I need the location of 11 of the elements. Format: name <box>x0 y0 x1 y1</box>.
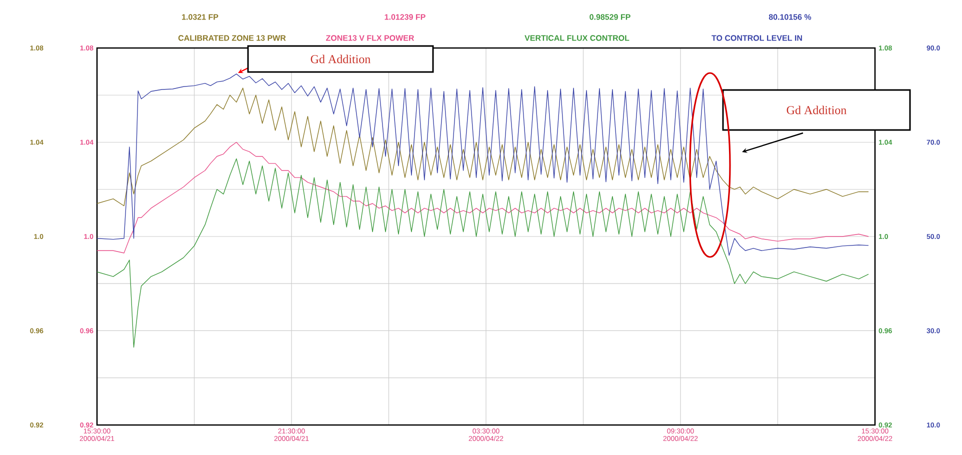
text: TO CONTROL LEVEL IN <box>712 35 802 41</box>
text: 1.01239 FP <box>384 14 426 20</box>
line-series <box>97 74 869 256</box>
annotation: Gd Addition <box>786 106 846 114</box>
text: 80.10156 % <box>768 14 812 20</box>
annotation: Gd Addition <box>310 54 370 64</box>
text: 1.0321 FP <box>182 14 218 20</box>
text: ZONE13 V FLX POWER <box>326 35 414 41</box>
text: CALIBRATED ZONE 13 PWR <box>178 35 286 41</box>
text: 0.98529 FP <box>590 14 630 20</box>
text: VERTICAL FLUX CONTROL <box>524 35 630 41</box>
